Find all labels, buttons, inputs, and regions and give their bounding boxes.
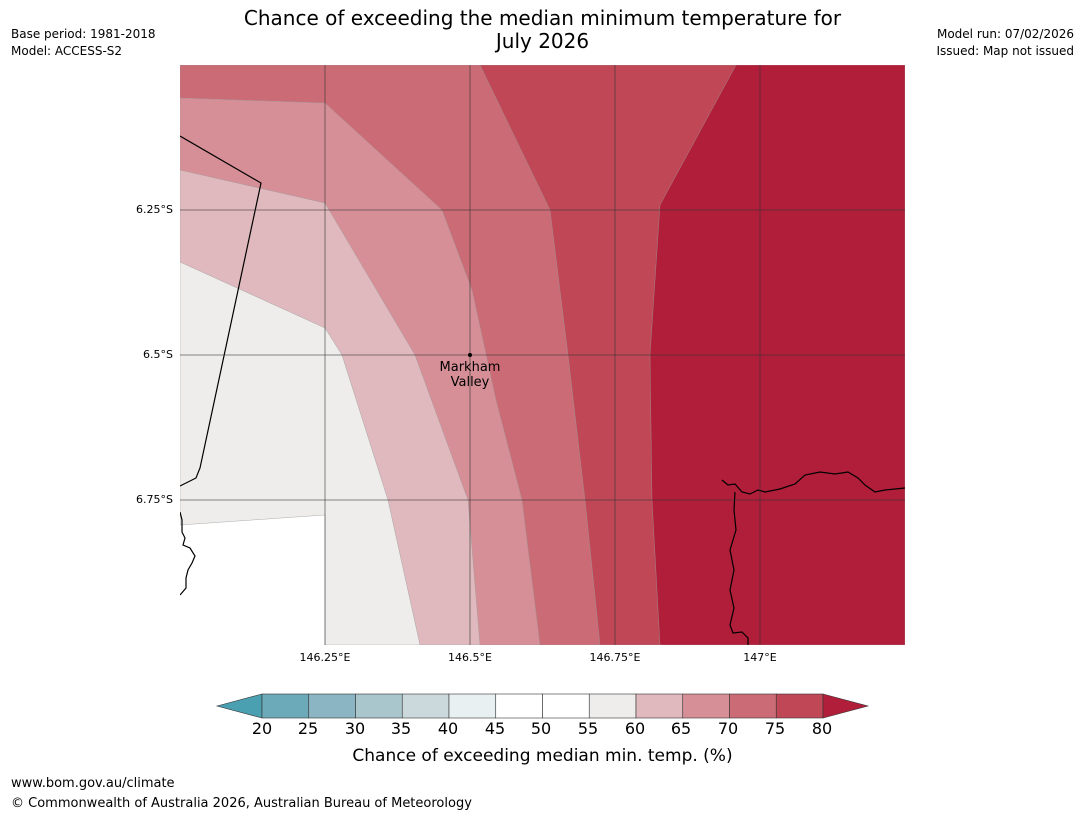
model-info: Base period: 1981-2018 Model: ACCESS-S2 [11,26,156,60]
colorbar-tick-55: 55 [577,719,599,738]
lon-label-146.75: 146.75°E [589,651,641,664]
colorbar-segment [542,693,590,719]
lon-label-146.5: 146.5°E [448,651,492,664]
colorbar-segment [682,693,730,719]
title-line-2: July 2026 [495,29,590,53]
title-line-1: Chance of exceeding the median minimum t… [243,6,842,30]
colorbar-tick-50: 50 [530,719,552,738]
place-name-line-2: Valley [450,375,490,390]
colorbar-tick-60: 60 [624,719,646,738]
colorbar-segment [635,693,684,719]
colorbar-segment [401,693,450,719]
colorbar-segment [308,693,356,719]
colorbar-tick-65: 65 [670,719,692,738]
lat-label-6.25: 6.25°S [136,203,173,216]
colorbar-segment [355,693,403,719]
footer-url[interactable]: www.bom.gov.au/climate [11,776,175,791]
colorbar-tick-20: 20 [251,719,273,738]
colorbar-segment [495,693,543,719]
map-title: Chance of exceeding the median minimum t… [190,7,895,53]
place-marker [468,353,472,357]
lat-label-6.75: 6.75°S [136,493,173,506]
colorbar-segment [588,693,637,719]
base-period-text: Base period: 1981-2018 [11,27,156,41]
colorbar-segments [261,693,824,719]
colorbar-tick-75: 75 [764,719,786,738]
lat-label-6.5: 6.5°S [143,348,173,361]
colorbar-tick-80: 80 [811,719,833,738]
colorbar-tick-25: 25 [297,719,319,738]
map-area [180,65,905,645]
model-text: Model: ACCESS-S2 [11,44,123,58]
model-run-text: Model run: 07/02/2026 [936,27,1074,41]
colorbar-segment [448,693,497,719]
run-info: Model run: 07/02/2026 Issued: Map not is… [936,26,1074,60]
colorbar-over-arrow [822,693,870,719]
east-coast-south [729,491,749,645]
colorbar-under-arrow [215,693,263,719]
colorbar [215,693,870,719]
east-coastline [721,471,905,495]
colorbar-tick-45: 45 [484,719,506,738]
colorbar-tick-30: 30 [344,719,366,738]
colorbar-tick-70: 70 [717,719,739,738]
west-coastline [180,511,196,596]
place-label: Markham Valley [420,360,520,390]
coastlines-and-borders [180,135,905,645]
colorbar-segment [261,693,310,719]
colorbar-segment [729,693,777,719]
colorbar-tick-40: 40 [437,719,459,738]
lon-label-146.25: 146.25°E [299,651,351,664]
footer-copyright: © Commonwealth of Australia 2026, Austra… [11,796,472,811]
lon-label-147: 147°E [743,651,777,664]
place-name-line-1: Markham [439,360,501,375]
border-line [180,135,262,487]
colorbar-segment [775,693,824,719]
issued-text: Issued: Map not issued [936,44,1074,58]
graticule [180,65,905,645]
colorbar-tick-35: 35 [390,719,412,738]
colorbar-title: Chance of exceeding median min. temp. (%… [352,746,733,766]
